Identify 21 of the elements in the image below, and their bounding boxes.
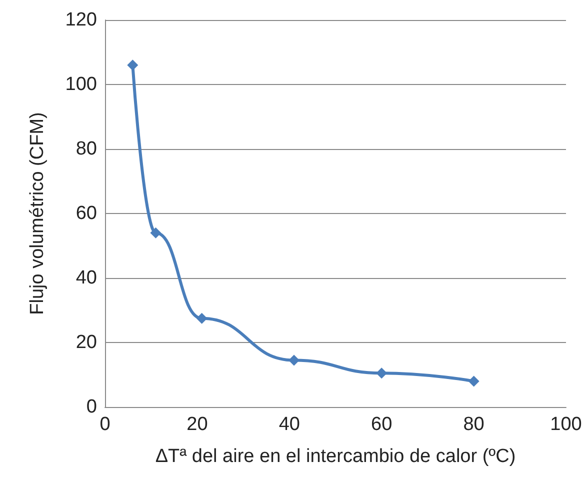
point [150,227,162,238]
y-tick-label: 20 [76,332,97,353]
x-axis-title: ΔTª del aire en el intercambio de calor (ºC) [155,446,516,467]
x-tick-label: 40 [278,414,300,435]
y-tick-label: 80 [76,138,97,160]
y-tick-label: 60 [76,203,97,224]
x-tick-label: 100 [550,414,582,435]
x-tick-label: 60 [371,414,392,435]
point [288,354,300,366]
x-tick-label: 20 [186,414,208,435]
y-tick-label: 0 [86,396,97,418]
x-tick-label: 80 [463,414,484,435]
point [376,368,388,379]
point [127,60,138,71]
y-tick-label: 100 [65,74,97,95]
x-tick-label: 0 [100,414,110,435]
point [468,376,480,387]
y-axis-title: Flujo volumétrico (CFM) [27,112,48,315]
y-tick-label: 120 [65,10,97,30]
point [196,312,208,324]
y-tick-label: 40 [76,268,97,288]
